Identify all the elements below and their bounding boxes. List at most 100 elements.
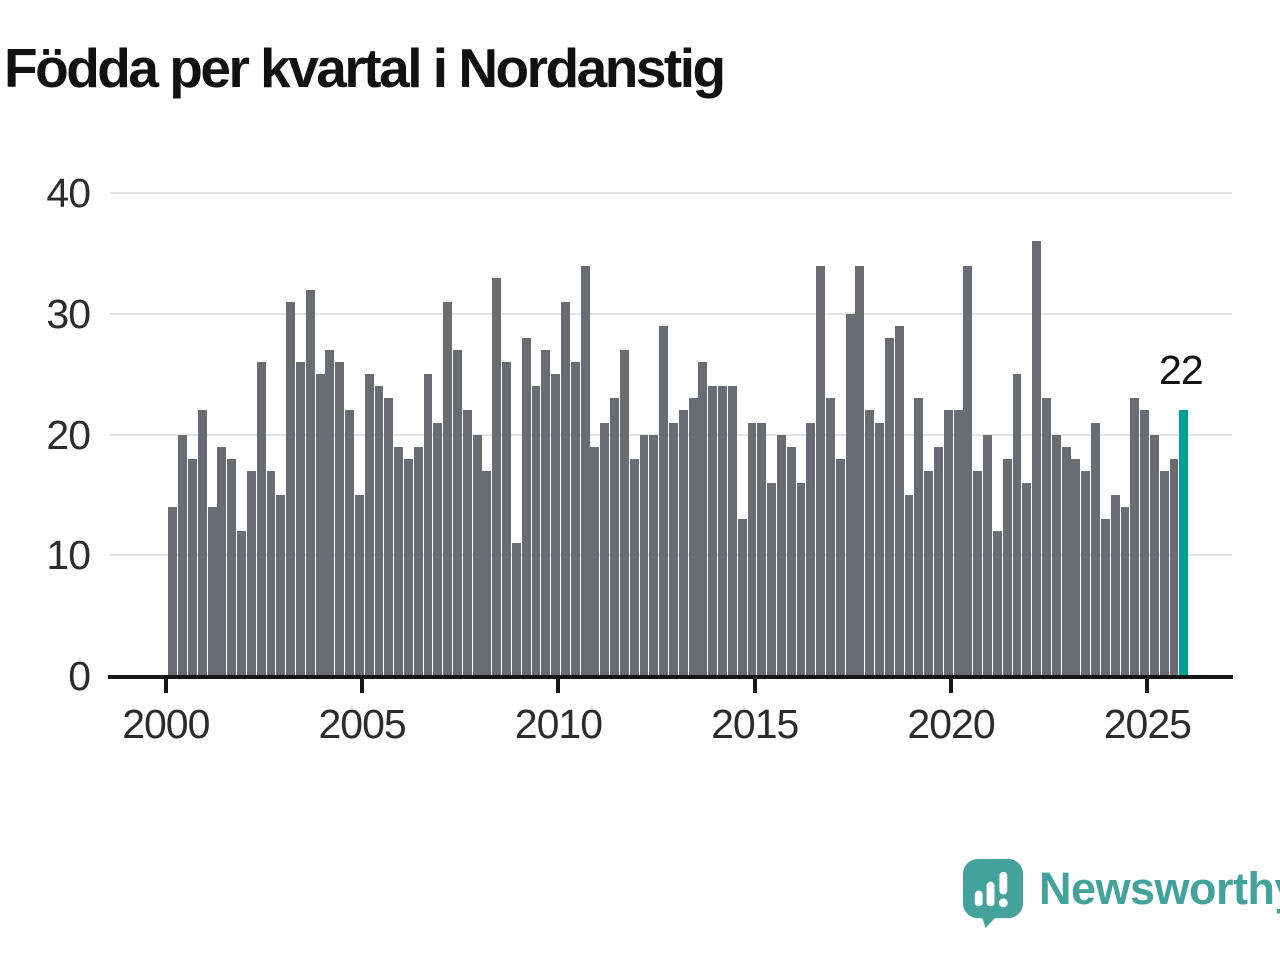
bar-2022-q1 bbox=[1032, 241, 1042, 676]
bar-2003-q3 bbox=[305, 289, 315, 676]
x-tick-2010 bbox=[556, 679, 561, 693]
bar-2016-q3 bbox=[816, 265, 826, 676]
bar-2001-q3 bbox=[227, 458, 237, 676]
x-tick-label-2020: 2020 bbox=[907, 701, 995, 747]
bar-2010-q1 bbox=[561, 301, 570, 676]
x-tick-2015 bbox=[752, 679, 757, 693]
bar-2019-q3 bbox=[934, 446, 943, 676]
bar-2012-q4 bbox=[668, 422, 678, 676]
bar-2017-q4 bbox=[865, 410, 875, 676]
bar-2013-q1 bbox=[678, 410, 688, 676]
bar-2021-q1 bbox=[992, 531, 1002, 676]
bar-2016-q2 bbox=[806, 422, 816, 676]
bar-2006-q2 bbox=[413, 446, 423, 676]
bar-2024-q1 bbox=[1110, 494, 1120, 676]
bar-2014-q4 bbox=[747, 422, 757, 676]
bar-2014-q2 bbox=[727, 386, 737, 676]
bar-2025-q1 bbox=[1149, 434, 1159, 676]
bar-2018-q3 bbox=[894, 325, 904, 676]
bar-2015-q3 bbox=[776, 434, 786, 676]
y-tick-label-40: 40 bbox=[46, 170, 91, 217]
bar-2014-q1 bbox=[718, 386, 727, 676]
bar-2011-q1 bbox=[600, 422, 610, 676]
bar-2002-q4 bbox=[276, 494, 286, 676]
bar-2008-q4 bbox=[511, 543, 521, 676]
x-tick-2025 bbox=[1145, 679, 1150, 693]
bar-2025-q2 bbox=[1159, 470, 1169, 676]
bar-2011-q2 bbox=[610, 398, 619, 676]
bar-2024-q3 bbox=[1130, 398, 1140, 676]
bar-2015-q1 bbox=[757, 422, 767, 676]
bar-2004-q3 bbox=[345, 410, 354, 676]
bar-2018-q4 bbox=[904, 494, 914, 676]
bar-2006-q1 bbox=[403, 458, 413, 676]
x-tick-label-2025: 2025 bbox=[1103, 701, 1192, 747]
bar-2013-q3 bbox=[698, 362, 708, 676]
bar-2021-q2 bbox=[1002, 458, 1012, 676]
bar-2007-q2 bbox=[453, 350, 462, 676]
bar-2000-q3 bbox=[188, 458, 197, 676]
bar-2017-q1 bbox=[835, 458, 845, 676]
newsworthy-speech-bubble-bar-chart-icon bbox=[962, 859, 1024, 928]
brand-name: Newsworthy bbox=[1039, 862, 1280, 914]
bar-2010-q2 bbox=[570, 362, 580, 676]
y-tick-label-30: 30 bbox=[46, 290, 91, 337]
bar-2002-q2 bbox=[256, 362, 266, 676]
bar-2005-q4 bbox=[394, 446, 404, 676]
bar-2003-q2 bbox=[296, 362, 305, 676]
bar-2007-q1 bbox=[443, 301, 453, 676]
bar-2015-q2 bbox=[767, 482, 777, 676]
bar-2013-q2 bbox=[688, 398, 698, 676]
bar-2022-q2 bbox=[1041, 398, 1051, 676]
x-tick-2005 bbox=[360, 679, 365, 693]
bar-2022-q3 bbox=[1051, 434, 1061, 676]
bar-2016-q4 bbox=[826, 398, 835, 676]
bar-2019-q2 bbox=[924, 470, 934, 676]
bar-2020-q3 bbox=[973, 470, 983, 676]
bar-2025-q3 bbox=[1169, 458, 1179, 676]
bar-2013-q4 bbox=[708, 386, 718, 676]
x-axis-line bbox=[108, 675, 1233, 679]
bar-2011-q4 bbox=[629, 458, 639, 676]
bar-2021-q3 bbox=[1012, 374, 1022, 676]
bar-2012-q1 bbox=[639, 434, 649, 676]
bar-2003-q4 bbox=[315, 374, 325, 676]
bar-2021-q4 bbox=[1022, 482, 1032, 676]
bar-2006-q4 bbox=[433, 422, 443, 676]
bar-2024-q2 bbox=[1120, 507, 1130, 676]
bar-2020-q1 bbox=[953, 410, 963, 676]
bar-2001-q1 bbox=[207, 507, 217, 676]
bar-2007-q3 bbox=[462, 410, 472, 676]
bar-2008-q2 bbox=[492, 277, 502, 676]
bar-2008-q3 bbox=[502, 362, 512, 676]
bar-2020-q4 bbox=[983, 434, 992, 676]
x-tick-label-2005: 2005 bbox=[318, 701, 407, 747]
bar-2017-q2 bbox=[845, 313, 855, 676]
bar-2010-q4 bbox=[590, 446, 600, 676]
bar-2008-q1 bbox=[482, 470, 492, 676]
highlighted-bar-value-label: 22 bbox=[1159, 347, 1204, 394]
bar-2012-q2 bbox=[649, 434, 659, 676]
bar-2023-q1 bbox=[1071, 458, 1081, 676]
bar-2007-q4 bbox=[472, 434, 482, 676]
bar-2022-q4 bbox=[1061, 446, 1071, 676]
x-tick-2000 bbox=[163, 679, 168, 693]
gridline-y-30 bbox=[110, 312, 1232, 315]
chart-title: Födda per kvartal i Nordanstig bbox=[4, 37, 726, 99]
bar-2024-q4 bbox=[1140, 410, 1150, 676]
bar-2016-q1 bbox=[796, 482, 806, 676]
bar-2009-q2 bbox=[531, 386, 541, 676]
bar-2023-q3 bbox=[1091, 422, 1100, 676]
gridline-y-40 bbox=[110, 192, 1232, 195]
bar-2017-q3 bbox=[855, 265, 865, 676]
y-tick-label-20: 20 bbox=[46, 411, 91, 458]
bar-2002-q1 bbox=[246, 470, 256, 676]
bar-2012-q3 bbox=[659, 325, 669, 676]
bar-2004-q4 bbox=[354, 494, 364, 676]
bar-2010-q3 bbox=[580, 265, 590, 676]
bar-2000-q2 bbox=[178, 434, 188, 676]
bar-2004-q1 bbox=[325, 350, 335, 676]
y-tick-label-10: 10 bbox=[46, 532, 91, 579]
bar-2011-q3 bbox=[619, 350, 629, 676]
